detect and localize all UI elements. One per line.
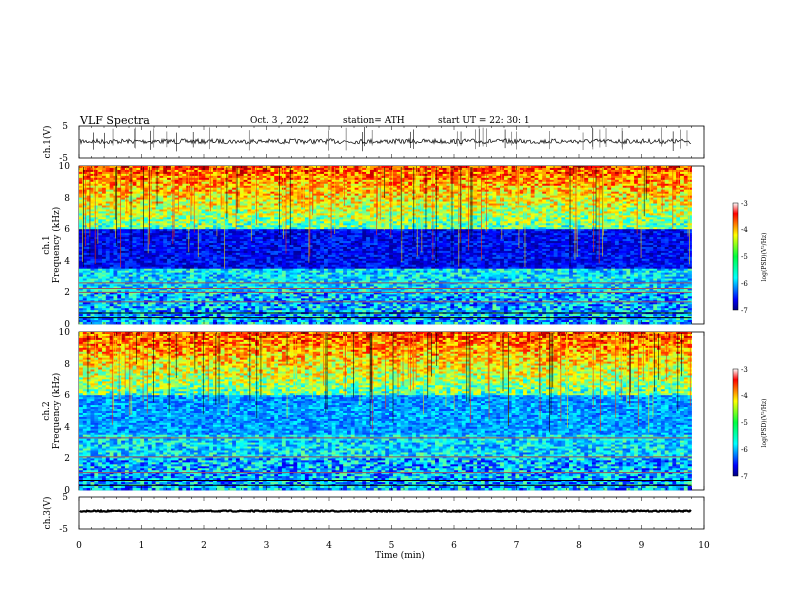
ch2-frequency-ylabel: Frequency (kHz): [51, 373, 62, 450]
ch1-cbar-label: log(PSD)(V²/Hz): [761, 233, 768, 282]
ch2-spectrogram-image: [79, 332, 692, 491]
ch2-freq-tick-2: 2: [64, 454, 70, 464]
ch2-cbar-label: log(PSD)(V²/Hz): [761, 399, 768, 448]
xtick-0: 0: [76, 541, 82, 551]
ch2-freq-tick-10: 10: [59, 328, 71, 338]
xtick-2: 2: [201, 541, 207, 551]
ch1-freq-tick-2: 2: [64, 288, 70, 298]
xtick-6: 6: [451, 541, 457, 551]
ch1-freq-tick-10: 10: [59, 162, 71, 172]
ch3-ytick-top: 5: [62, 493, 68, 503]
ch1-cbar-tick-7: -7: [741, 307, 748, 315]
ch1-freq-tick-6: 6: [64, 225, 70, 235]
date-label: Oct. 3 , 2022: [250, 116, 309, 126]
xaxis-label: Time (min): [375, 550, 425, 561]
xtick-9: 9: [639, 541, 645, 551]
station-label: station= ATH: [343, 116, 405, 126]
ch2-colorbar: -3 -4 -5 -6 -7 log(PSD)(V²/Hz): [732, 366, 768, 481]
ch2-cbar-tick-5: -5: [741, 419, 748, 427]
ch1-ytick-top: 5: [62, 122, 68, 132]
xtick-7: 7: [514, 541, 520, 551]
xtick-3: 3: [264, 541, 270, 551]
ch2-freq-tick-4: 4: [64, 423, 70, 433]
ch1-cbar-tick-5: -5: [741, 253, 748, 261]
ch2-freq-tick-0: 0: [64, 486, 70, 496]
ch2-cbar-tick-4: -4: [741, 392, 748, 400]
xtick-10: 10: [698, 541, 710, 551]
ch1-frequency-ylabel: Frequency (kHz): [51, 207, 62, 284]
ch1-spectrogram-image: [79, 166, 692, 325]
xtick-4: 4: [326, 541, 332, 551]
ch1-cbar-tick-3: -3: [741, 200, 748, 208]
figure-title: VLF Spectra: [80, 114, 150, 127]
ch1-waveform-ylabel: ch.1(V): [42, 126, 53, 159]
ch1-freq-tick-0: 0: [64, 320, 70, 330]
ch1-freq-tick-4: 4: [64, 257, 70, 267]
ch2-channel-label: ch.2: [42, 401, 52, 420]
xtick-5: 5: [389, 541, 395, 551]
ch3-ytick-bottom: -5: [59, 525, 68, 535]
ch1-colorbar: -3 -4 -5 -6 -7 log(PSD)(V²/Hz): [732, 200, 768, 315]
ch2-cbar-tick-7: -7: [741, 473, 748, 481]
ch1-channel-label: ch.1: [42, 235, 52, 254]
ch1-freq-tick-8: 8: [64, 194, 70, 204]
ch1-cbar-tick-6: -6: [741, 280, 748, 288]
xtick-8: 8: [576, 541, 582, 551]
ch1-ytick-bottom: -5: [59, 154, 68, 164]
ch3-waveform-frame: [78, 496, 705, 530]
ch1-waveform-line: [79, 137, 692, 145]
xtick-1: 1: [139, 541, 145, 551]
ch1-cbar-tick-4: -4: [741, 226, 748, 234]
ch2-cbar-tick-6: -6: [741, 446, 748, 454]
ch3-waveform-line: [79, 508, 692, 514]
ch2-freq-tick-6: 6: [64, 391, 70, 401]
ch2-freq-tick-8: 8: [64, 360, 70, 370]
ch2-cbar-tick-3: -3: [741, 366, 748, 374]
ch3-waveform-ylabel: ch.3(V): [42, 497, 53, 530]
start-time-label: start UT = 22: 30: 1: [438, 116, 530, 126]
